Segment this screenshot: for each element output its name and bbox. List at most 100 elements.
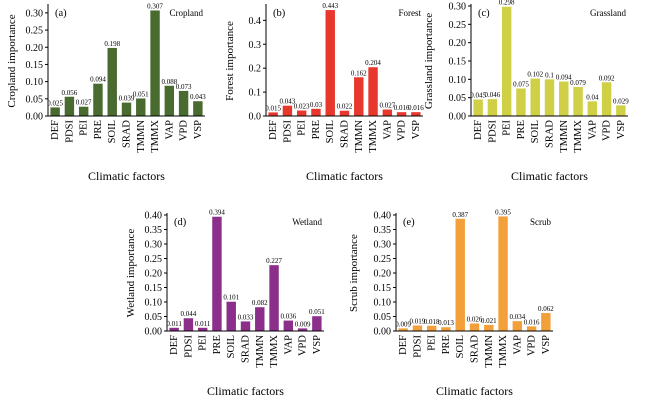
land-cover-label: Scrub	[530, 217, 551, 227]
bar-def	[169, 327, 179, 331]
category-label: VAP	[164, 120, 175, 140]
category-label: VPD	[397, 120, 408, 141]
bar-value-label: 0.051	[133, 90, 149, 98]
bar-pdsi	[183, 318, 194, 331]
y-tick-label: 0.15	[26, 60, 44, 71]
bar-value-label: 0.026	[467, 315, 483, 323]
bar-srad	[339, 110, 350, 116]
category-label: PRE	[311, 120, 322, 139]
bar-value-label: 0.062	[538, 305, 554, 313]
y-tick-label: 0.1	[249, 88, 262, 99]
bar-value-label: 0.051	[309, 308, 325, 316]
category-label: SOIL	[107, 120, 118, 143]
y-tick-label: 0.10	[145, 298, 163, 309]
category-label: PDSI	[282, 120, 293, 143]
y-tick-label: 0.00	[449, 112, 467, 123]
bar-tmmx	[150, 10, 160, 116]
category-label: VAP	[587, 120, 598, 140]
bar-value-label: 0.079	[570, 79, 586, 87]
y-tick-label: 0.30	[449, 2, 467, 13]
y-tick-label: 0.40	[145, 211, 163, 222]
bar-value-label: 0.395	[495, 208, 511, 216]
bar-value-label: 0.016	[524, 318, 540, 326]
bar-value-label: 0.307	[147, 2, 163, 10]
bar-value-label: 0.016	[408, 104, 424, 112]
bar-pei	[296, 110, 307, 116]
category-label: PRE	[212, 335, 223, 354]
bar-def	[398, 328, 408, 331]
x-axis-title: Climatic factors	[306, 169, 383, 183]
category-label: VAP	[382, 120, 393, 140]
y-tick-label: 0.2	[249, 64, 262, 75]
y-tick-label: 0.25	[145, 254, 163, 265]
bar-vpd	[526, 326, 537, 331]
category-label: VSP	[411, 120, 422, 139]
category-label: SRAD	[241, 335, 252, 363]
bar-value-label: 0.082	[252, 299, 268, 307]
x-axis-title: Climatic factors	[88, 169, 165, 183]
bar-value-label: 0.036	[280, 313, 296, 321]
bar-value-label: 0.015	[265, 104, 281, 112]
bar-value-label: 0.044	[181, 310, 197, 318]
category-label: PRE	[93, 120, 104, 139]
bar-value-label: 0.013	[438, 319, 454, 327]
category-label: DEF	[473, 120, 484, 140]
y-tick-label: 0.35	[374, 225, 392, 236]
category-label: TMMN	[255, 335, 266, 368]
y-tick-label: 0.40	[374, 211, 392, 222]
y-tick-label: 0.15	[374, 283, 392, 294]
y-tick-label: 0.00	[26, 112, 44, 123]
category-label: PEI	[198, 334, 209, 350]
bar-vpd	[601, 82, 612, 116]
category-label: SRAD	[470, 335, 481, 363]
bar-value-label: 0.075	[513, 81, 529, 89]
category-label: VSP	[312, 335, 323, 354]
bar-value-label: 0.101	[223, 294, 239, 302]
bar-value-label: 0.029	[613, 97, 629, 105]
y-tick-label: 0.25	[374, 254, 392, 265]
y-tick-label: 0.00	[374, 327, 392, 338]
bar-value-label: 0.094	[90, 76, 106, 84]
bar-pre	[212, 216, 222, 331]
land-cover-label: Grassland	[590, 8, 626, 18]
x-axis-title: Climatic factors	[511, 169, 588, 183]
bar-value-label: 0.102	[527, 71, 543, 79]
category-label: DEF	[268, 120, 279, 140]
bar-tmmx	[269, 265, 279, 331]
bar-vpd	[396, 112, 407, 116]
bar-value-label: 0.027	[76, 99, 92, 107]
bar-def	[473, 99, 483, 116]
y-tick-label: 0.10	[449, 75, 467, 86]
bar-value-label: 0.046	[485, 91, 501, 99]
bar-value-label: 0.443	[322, 2, 338, 10]
bar-value-label: 0.387	[452, 211, 468, 219]
bar-value-label: 0.033	[238, 313, 254, 321]
bar-value-label: 0.056	[62, 89, 78, 97]
y-tick-label: 0.05	[145, 312, 163, 323]
y-tick-label: 0.35	[145, 225, 163, 236]
bar-vsp	[312, 316, 322, 331]
bar-soil	[325, 10, 335, 116]
category-label: PEI	[297, 119, 308, 135]
land-cover-label: Forest	[399, 8, 422, 18]
bar-value-label: 0.039	[119, 95, 135, 103]
y-tick-label: 0.05	[449, 93, 467, 104]
bar-value-label: 0.043	[190, 93, 206, 101]
bar-value-label: 0.022	[337, 103, 353, 111]
bar-value-label: 0.04	[586, 93, 599, 101]
panel-label: (d)	[174, 217, 187, 228]
category-label: TMMN	[136, 120, 147, 153]
y-axis-title: Forest importance	[224, 21, 236, 101]
y-tick-label: 0.25	[449, 20, 467, 31]
bar-vsp	[411, 112, 421, 116]
panel-label: (c)	[478, 8, 490, 19]
bar-srad	[469, 323, 480, 331]
bar-value-label: 0.204	[365, 59, 381, 67]
category-label: VPD	[527, 335, 538, 356]
bar-vsp	[541, 313, 551, 331]
panel-grassland: 0.045 DEF 0.046 PDSI 0.298 PEI 0.075 PRE 0.102 SO…	[423, 0, 629, 183]
bar-value-label: 0.025	[47, 99, 63, 107]
land-cover-label: Wetland	[292, 217, 322, 227]
bar-value-label: 0.298	[499, 0, 515, 7]
